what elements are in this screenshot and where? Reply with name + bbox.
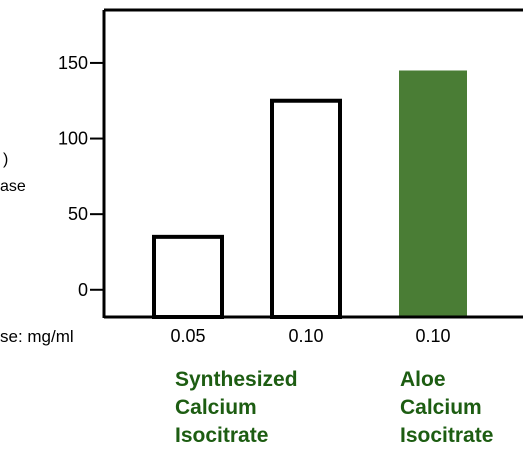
group-label-line: Calcium	[400, 396, 482, 419]
group-label-synthesized: Synthesized Calcium Isocitrate	[175, 368, 298, 447]
y-tick-label: 0	[78, 280, 88, 300]
y-tick-label: 150	[58, 53, 88, 73]
bar-2	[270, 98, 342, 319]
y-axis-ticks: 0 50 100 150	[58, 53, 104, 300]
y-axis-label-fragment-2: ase	[0, 178, 26, 195]
x-category-label: 0.05	[170, 326, 205, 346]
category-labels: 0.05 0.10 0.10	[170, 326, 450, 346]
group-label-line: Isocitrate	[175, 424, 268, 447]
bars-group	[152, 70, 467, 319]
group-label-line: Isocitrate	[400, 424, 493, 447]
y-axis-label-fragment-1: )	[3, 151, 8, 168]
dose-label: se: mg/ml	[0, 327, 74, 346]
y-tick-label: 100	[58, 129, 88, 149]
x-category-label: 0.10	[288, 326, 323, 346]
group-label-line: Synthesized	[175, 368, 298, 391]
y-tick-label: 50	[68, 204, 88, 224]
bar-1	[152, 234, 224, 319]
group-label-aloe: Aloe Calcium Isocitrate	[400, 368, 493, 447]
group-label-line: Calcium	[175, 396, 257, 419]
x-category-label: 0.10	[415, 326, 450, 346]
bar-3	[399, 70, 467, 317]
group-label-line: Aloe	[400, 368, 446, 391]
